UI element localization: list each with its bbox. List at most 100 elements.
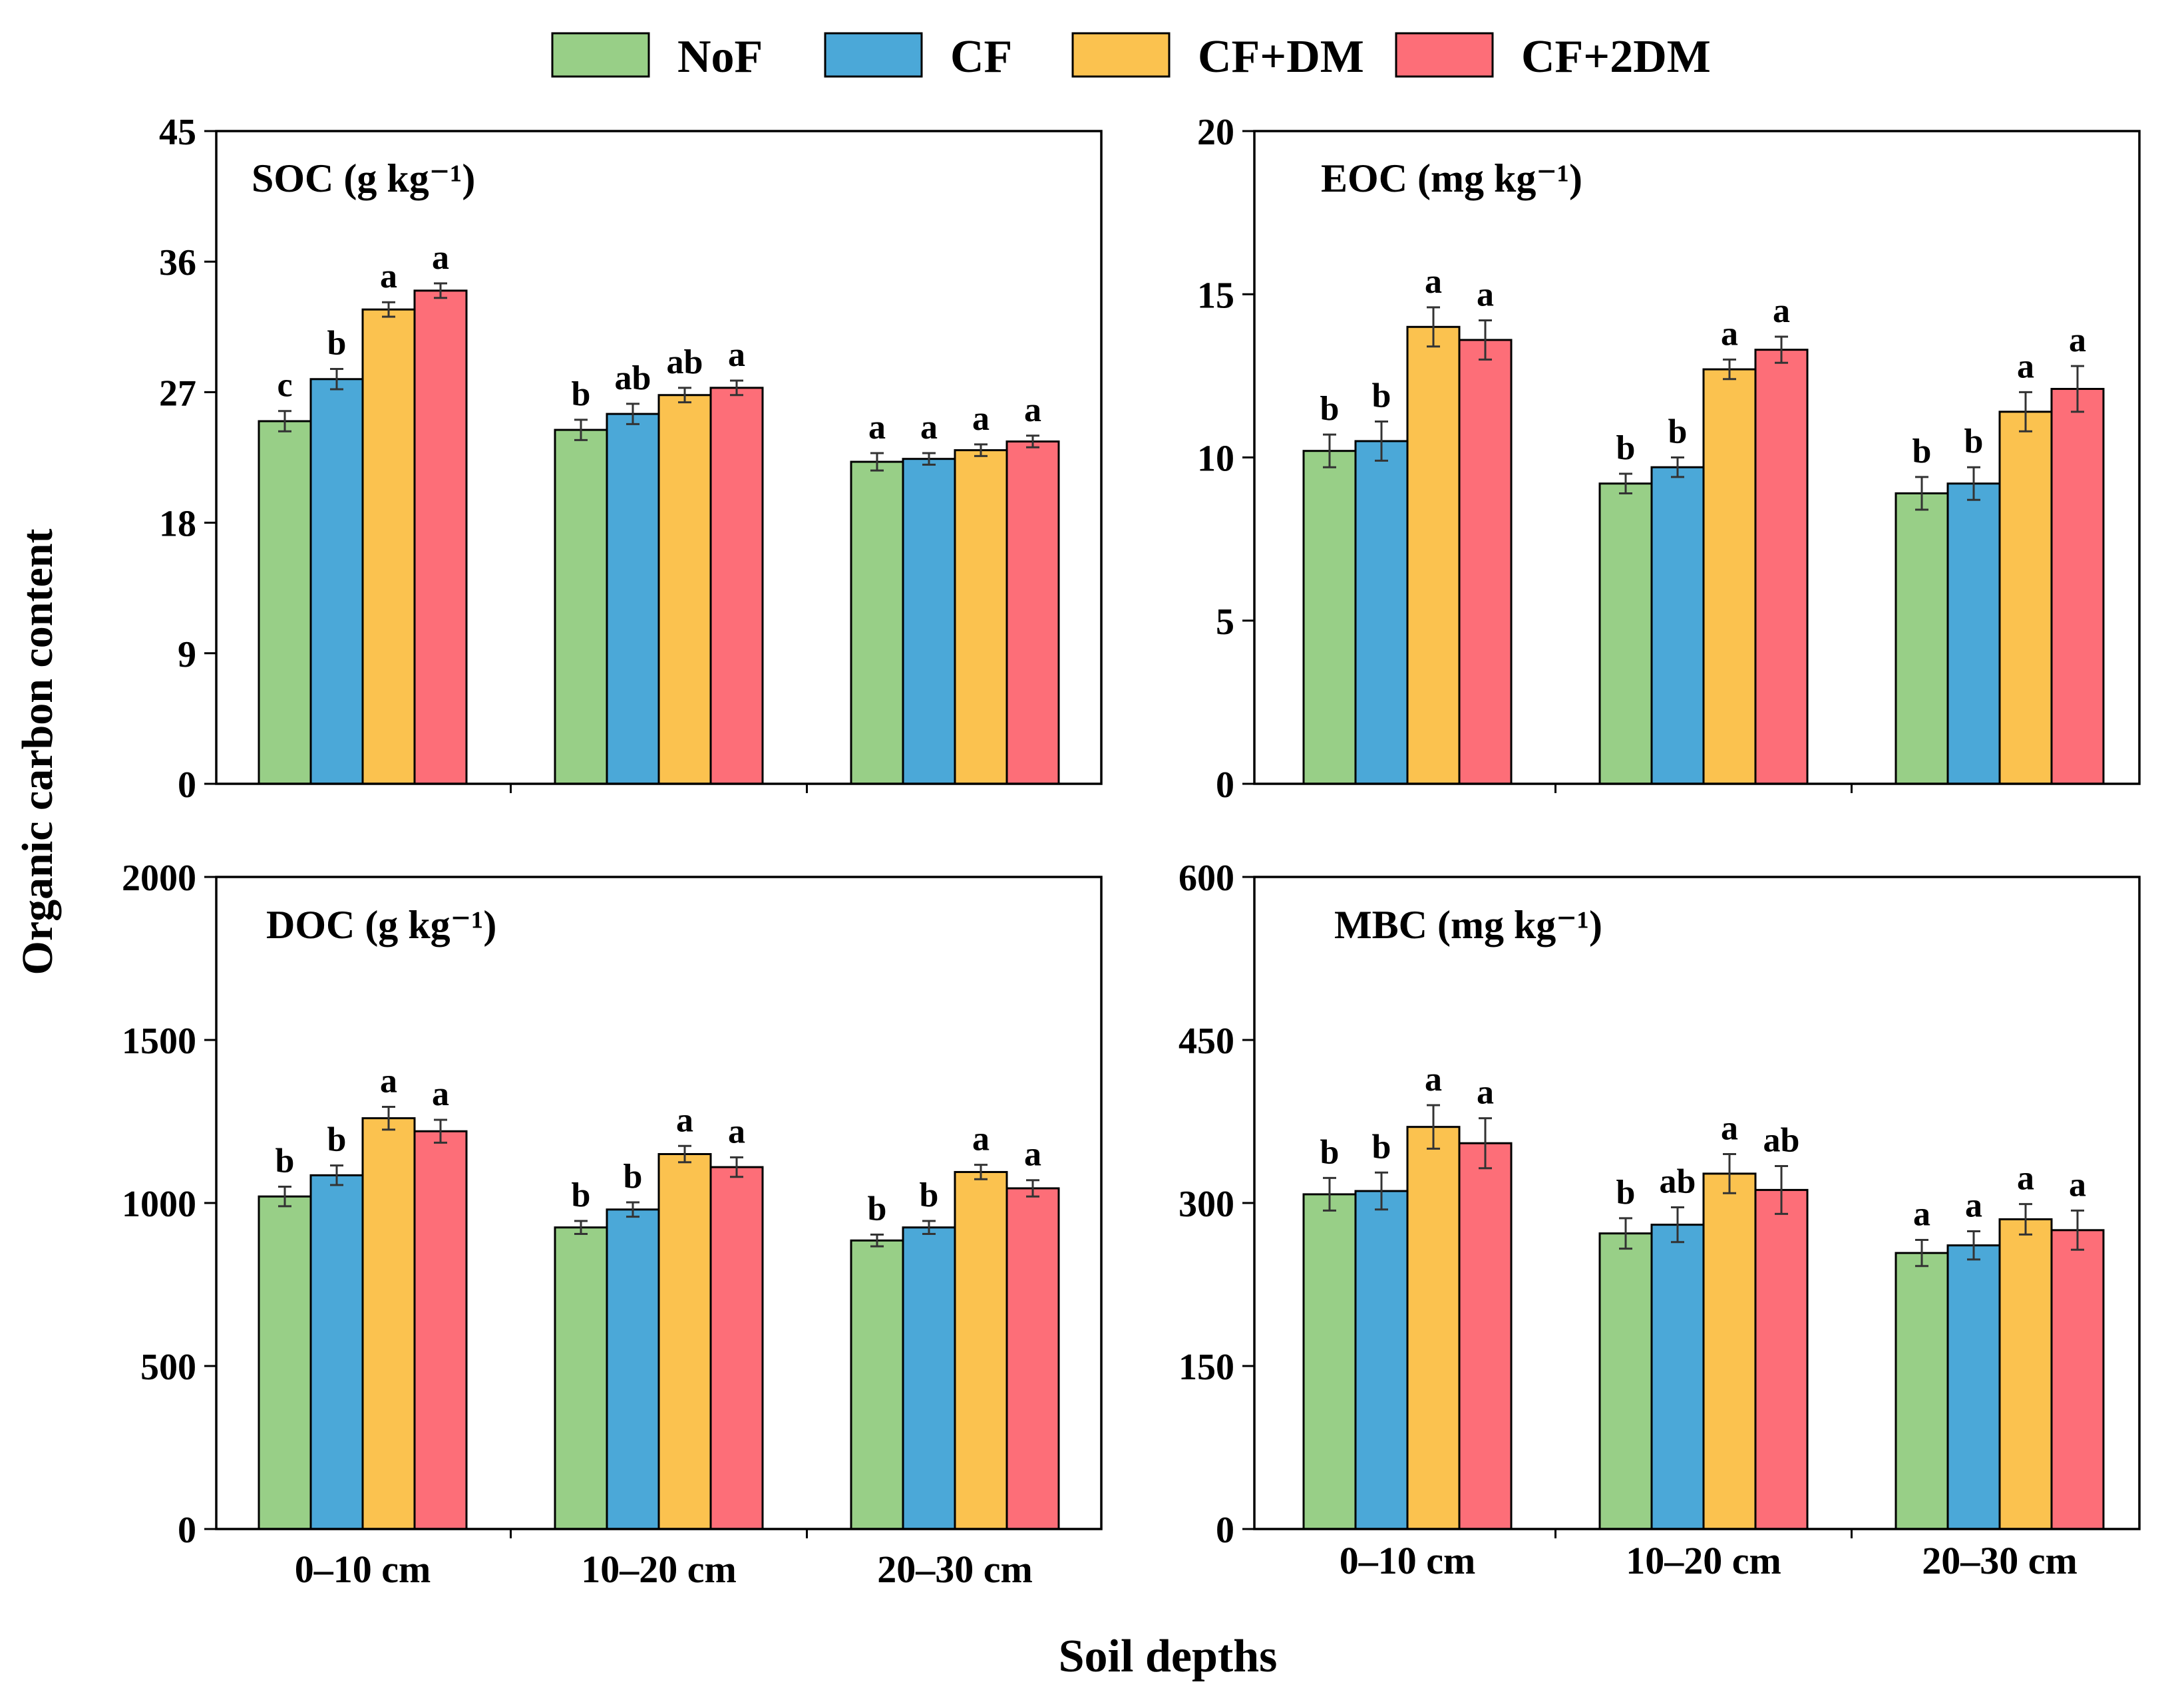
significance-letter-eoc-0-3: a bbox=[1477, 275, 1494, 313]
significance-letter-soc-0-0: c bbox=[277, 367, 292, 405]
significance-letter-eoc-1-2: a bbox=[1721, 315, 1738, 353]
panel-title-eoc: EOC (mg kg⁻¹) bbox=[1321, 156, 1582, 200]
bar-soc-2-0 bbox=[850, 460, 904, 785]
significance-letter-mbc-2-1: a bbox=[1965, 1186, 1982, 1224]
significance-letter-doc-0-1: b bbox=[327, 1121, 347, 1159]
significance-letter-mbc-2-2: a bbox=[2017, 1160, 2034, 1198]
significance-letter-soc-2-1: a bbox=[920, 409, 938, 446]
bar-eoc-0-1 bbox=[1354, 440, 1409, 785]
bar-soc-1-3 bbox=[709, 387, 764, 785]
significance-letter-mbc-1-3: ab bbox=[1763, 1121, 1800, 1159]
bar-soc-2-2 bbox=[954, 449, 1008, 785]
bar-doc-2-0 bbox=[850, 1239, 904, 1530]
y-tick-label-mbc-1: 150 bbox=[1179, 1347, 1234, 1388]
y-tick-label-doc-2: 1000 bbox=[122, 1184, 196, 1225]
x-tick-label-mbc-0: 0–10 cm bbox=[1340, 1539, 1476, 1582]
legend-label-3: CF+2DM bbox=[1521, 31, 1711, 83]
legend-swatch-2 bbox=[1071, 32, 1171, 78]
y-tick-label-doc-3: 1500 bbox=[122, 1021, 196, 1062]
bar-soc-0-3 bbox=[413, 289, 468, 785]
legend-label-0: NoF bbox=[677, 31, 763, 83]
plot-frame-eoc bbox=[1253, 130, 2141, 785]
significance-letter-doc-1-1: b bbox=[624, 1158, 643, 1196]
significance-letter-mbc-1-2: a bbox=[1721, 1110, 1738, 1148]
bar-doc-0-1 bbox=[309, 1174, 364, 1530]
significance-letter-eoc-1-1: b bbox=[1668, 413, 1688, 451]
bar-mbc-0-1 bbox=[1354, 1190, 1409, 1530]
panel-title-doc: DOC (g kg⁻¹) bbox=[266, 903, 496, 947]
x-tick-label-doc-2: 20–30 cm bbox=[877, 1548, 1033, 1591]
significance-letter-eoc-1-3: a bbox=[1773, 292, 1790, 330]
significance-letter-doc-0-3: a bbox=[432, 1075, 449, 1113]
panel-doc: DOC (g kg⁻¹)bba a0–10 cmb ba a10–20 cmb ba a2… bbox=[122, 858, 1103, 1591]
bar-soc-1-2 bbox=[657, 394, 712, 785]
bar-eoc-1-3 bbox=[1754, 349, 1809, 785]
bar-doc-1-3 bbox=[709, 1166, 764, 1530]
y-tick-label-eoc-0: 0 bbox=[1216, 765, 1234, 806]
significance-letter-soc-0-1: b bbox=[327, 325, 347, 363]
bar-soc-2-1 bbox=[902, 458, 956, 785]
plot-frame-mbc bbox=[1253, 876, 2141, 1530]
bar-soc-0-0 bbox=[258, 420, 312, 785]
bar-eoc-2-2 bbox=[1998, 411, 2053, 785]
bar-eoc-1-0 bbox=[1598, 482, 1653, 785]
y-tick-label-soc-3: 27 bbox=[159, 373, 196, 414]
significance-letter-soc-1-1: ab bbox=[615, 359, 651, 397]
legend-swatch-1 bbox=[824, 32, 923, 78]
significance-letter-soc-1-2: ab bbox=[667, 343, 703, 381]
bar-doc-2-3 bbox=[1005, 1187, 1060, 1530]
bar-doc-0-2 bbox=[361, 1117, 416, 1530]
bar-doc-2-1 bbox=[902, 1226, 956, 1530]
significance-letter-soc-2-3: a bbox=[1024, 391, 1041, 429]
significance-letter-eoc-2-0: b bbox=[1912, 432, 1932, 470]
significance-letter-eoc-0-0: b bbox=[1320, 390, 1340, 428]
bar-doc-1-1 bbox=[606, 1208, 660, 1530]
significance-letter-doc-2-0: b bbox=[868, 1190, 887, 1228]
y-tick-label-doc-1: 500 bbox=[140, 1347, 196, 1388]
y-tick-label-mbc-4: 600 bbox=[1179, 858, 1234, 899]
bar-mbc-2-3 bbox=[2050, 1229, 2105, 1530]
bar-mbc-1-2 bbox=[1702, 1172, 1757, 1530]
bar-mbc-0-3 bbox=[1458, 1142, 1513, 1530]
bar-mbc-0-2 bbox=[1406, 1126, 1461, 1530]
y-tick-label-doc-0: 0 bbox=[178, 1510, 196, 1551]
bar-eoc-0-2 bbox=[1406, 325, 1461, 785]
bar-soc-0-1 bbox=[309, 378, 364, 785]
significance-letter-eoc-2-2: a bbox=[2017, 347, 2034, 385]
legend-swatch-3 bbox=[1395, 32, 1494, 78]
bar-mbc-1-0 bbox=[1598, 1232, 1653, 1530]
x-tick-label-mbc-1: 10–20 cm bbox=[1626, 1539, 1781, 1582]
significance-letter-soc-2-0: a bbox=[868, 409, 886, 446]
y-tick-label-eoc-3: 15 bbox=[1197, 275, 1234, 316]
bar-eoc-2-0 bbox=[1895, 492, 1949, 785]
bar-soc-2-3 bbox=[1005, 440, 1060, 785]
y-tick-label-mbc-3: 450 bbox=[1179, 1021, 1234, 1062]
plot-frame-soc bbox=[215, 130, 1103, 785]
y-tick-label-soc-4: 36 bbox=[159, 242, 196, 283]
y-tick-label-soc-5: 45 bbox=[159, 112, 196, 153]
y-tick-label-soc-0: 0 bbox=[178, 765, 196, 806]
y-axis-title: Organic carbon content bbox=[13, 529, 62, 975]
bar-eoc-0-0 bbox=[1302, 450, 1357, 785]
significance-letter-mbc-2-3: a bbox=[2069, 1166, 2086, 1204]
bar-doc-1-0 bbox=[554, 1226, 608, 1530]
y-tick-label-doc-4: 2000 bbox=[122, 858, 196, 899]
bar-eoc-1-1 bbox=[1650, 466, 1705, 785]
significance-letter-eoc-0-2: a bbox=[1425, 263, 1442, 301]
bar-soc-0-2 bbox=[361, 308, 416, 785]
significance-letter-soc-0-2: a bbox=[380, 257, 397, 295]
significance-letter-mbc-0-2: a bbox=[1425, 1061, 1442, 1099]
bar-eoc-2-3 bbox=[2050, 387, 2105, 785]
significance-letter-mbc-0-3: a bbox=[1477, 1074, 1494, 1112]
legend-swatch-0 bbox=[551, 32, 650, 78]
significance-letter-mbc-2-0: a bbox=[1913, 1196, 1930, 1234]
bar-mbc-1-3 bbox=[1754, 1188, 1809, 1530]
legend: NoF CF CF+DM CF+2DM bbox=[551, 31, 1711, 83]
x-tick-label-mbc-2: 20–30 cm bbox=[1922, 1539, 2078, 1582]
y-tick-label-eoc-2: 10 bbox=[1197, 438, 1234, 480]
bar-soc-1-0 bbox=[554, 428, 608, 785]
y-tick-label-mbc-2: 300 bbox=[1179, 1184, 1234, 1225]
significance-letter-doc-0-2: a bbox=[380, 1062, 397, 1100]
